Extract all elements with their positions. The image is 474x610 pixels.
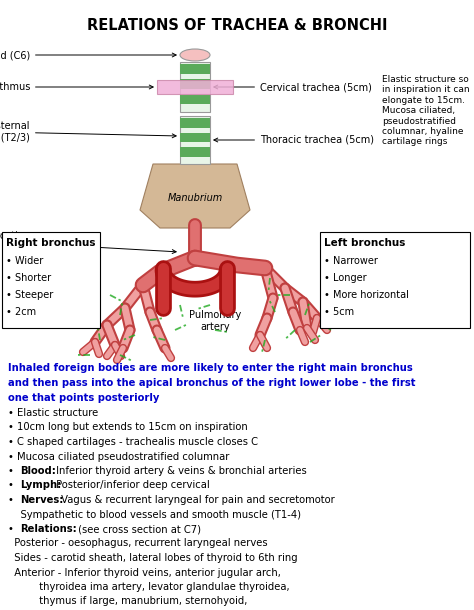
- Text: Pulmonary
artery: Pulmonary artery: [189, 310, 241, 332]
- Bar: [180, 147, 210, 157]
- Text: • 5cm: • 5cm: [324, 307, 354, 317]
- Text: • 2cm: • 2cm: [6, 307, 36, 317]
- Text: Cricoid (C6): Cricoid (C6): [0, 50, 176, 60]
- Text: Right bronchus: Right bronchus: [6, 238, 95, 248]
- Text: thyroidea ima artery, levator glandulae thyroidea,: thyroidea ima artery, levator glandulae …: [8, 582, 290, 592]
- Text: • Narrower: • Narrower: [324, 256, 378, 266]
- Text: • Mucosa ciliated pseudostratified columnar: • Mucosa ciliated pseudostratified colum…: [8, 451, 229, 462]
- Bar: [157, 80, 233, 94]
- Polygon shape: [140, 164, 250, 228]
- Text: • More horizontal: • More horizontal: [324, 290, 409, 300]
- Text: Left bronchus: Left bronchus: [324, 238, 405, 248]
- Text: Relations:: Relations:: [20, 524, 77, 534]
- Text: Nerves:: Nerves:: [20, 495, 64, 505]
- Text: Sympathetic to blood vessels and smooth muscle (T1-4): Sympathetic to blood vessels and smooth …: [8, 509, 301, 520]
- Text: Thyroid isthmus: Thyroid isthmus: [0, 82, 153, 92]
- Text: •: •: [8, 524, 17, 534]
- Bar: [180, 133, 210, 142]
- Text: • Elastic structure: • Elastic structure: [8, 408, 98, 418]
- Bar: [2, 232, 100, 328]
- Text: Elastic structure so
in inspiration it can
elongate to 15cm.
Mucosa ciliated,
ps: Elastic structure so in inspiration it c…: [383, 75, 470, 146]
- Text: Manubrium: Manubrium: [167, 193, 223, 203]
- Text: •: •: [8, 495, 17, 505]
- Text: • 10cm long but extends to 15cm on inspiration: • 10cm long but extends to 15cm on inspi…: [8, 423, 248, 432]
- Text: Lymph:: Lymph:: [20, 481, 61, 490]
- Text: Sides - carotid sheath, lateral lobes of thyroid to 6th ring: Sides - carotid sheath, lateral lobes of…: [8, 553, 298, 563]
- Text: •: •: [8, 481, 17, 490]
- Text: Blood:: Blood:: [20, 466, 56, 476]
- Text: Anterior - Inferior thyroid veins, anterior jugular arch,: Anterior - Inferior thyroid veins, anter…: [8, 567, 281, 578]
- Text: Posterior/inferior deep cervical: Posterior/inferior deep cervical: [53, 481, 210, 490]
- Text: Posterior - oesophagus, recurrent laryngeal nerves: Posterior - oesophagus, recurrent laryng…: [8, 539, 268, 548]
- Text: thymus if large, manubrium, sternohyoid,: thymus if large, manubrium, sternohyoid,: [8, 597, 247, 606]
- Ellipse shape: [180, 49, 210, 61]
- Text: Inferior thyroid artery & veins & bronchial arteries: Inferior thyroid artery & veins & bronch…: [53, 466, 307, 476]
- Text: Suprasternal
notch (T2/3): Suprasternal notch (T2/3): [0, 121, 176, 143]
- Text: • Steeper: • Steeper: [6, 290, 53, 300]
- Text: RELATIONS OF TRACHEA & BRONCHI: RELATIONS OF TRACHEA & BRONCHI: [87, 18, 387, 33]
- Text: Vagus & recurrent laryngeal for pain and secretomotor: Vagus & recurrent laryngeal for pain and…: [58, 495, 335, 505]
- Text: Inhaled foreign bodies are more likely to enter the right main bronchus: Inhaled foreign bodies are more likely t…: [8, 363, 413, 373]
- Bar: [320, 232, 470, 328]
- Text: • Shorter: • Shorter: [6, 273, 51, 283]
- Text: Thoracic trachea (5cm): Thoracic trachea (5cm): [214, 135, 374, 145]
- Bar: [180, 116, 210, 164]
- Text: (see cross section at C7): (see cross section at C7): [75, 524, 201, 534]
- Bar: [180, 64, 210, 74]
- Text: and then pass into the apical bronchus of the right lower lobe - the first: and then pass into the apical bronchus o…: [8, 378, 416, 388]
- Text: • Longer: • Longer: [324, 273, 366, 283]
- Bar: [180, 95, 210, 104]
- Bar: [180, 62, 210, 112]
- Text: Bifurcation
(T4/5): Bifurcation (T4/5): [0, 231, 176, 254]
- Text: • Wider: • Wider: [6, 256, 43, 266]
- Text: Cervical trachea (5cm): Cervical trachea (5cm): [214, 82, 372, 92]
- Text: • C shaped cartilages - trachealis muscle closes C: • C shaped cartilages - trachealis muscl…: [8, 437, 258, 447]
- Text: one that points posteriorly: one that points posteriorly: [8, 393, 159, 403]
- Text: •: •: [8, 466, 17, 476]
- Bar: [180, 118, 210, 127]
- Bar: [180, 79, 210, 89]
